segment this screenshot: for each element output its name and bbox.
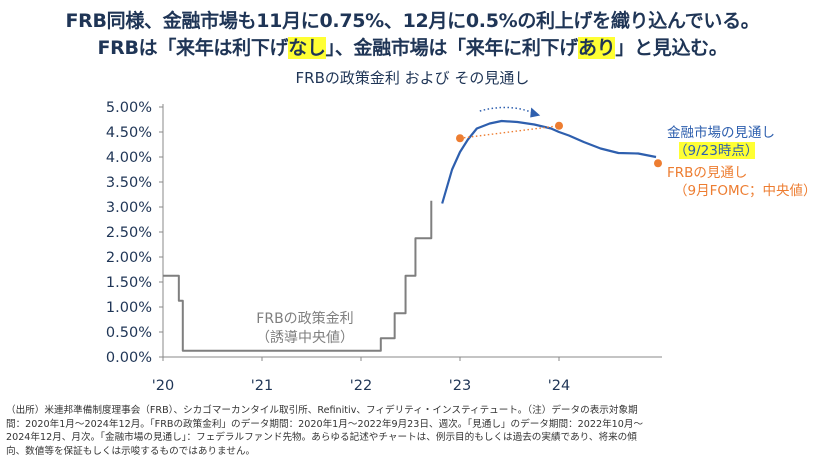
x-tick-label: '23 xyxy=(449,378,471,394)
market-outlook-date-label: （9/23時点） xyxy=(674,143,758,159)
market-outlook-arrowhead xyxy=(530,107,541,118)
market-outlook-label: 金融市場の見通し xyxy=(667,124,775,141)
y-axis-ticks: 0.00% 0.50% 1.00% 1.50% 2.00% 2.50% 3.00% 3.50%… xyxy=(106,100,163,366)
y-tick-label: 1.00% xyxy=(106,300,152,316)
fomc-markers xyxy=(456,121,662,168)
fomc-outlook-label: FRBの見通し xyxy=(667,165,747,181)
y-tick-label: 0.50% xyxy=(106,325,152,341)
fomc-outlook-sublabel: （9月FOMC；中央値） xyxy=(674,183,817,199)
policy-rate-label: FRBの政策金利 xyxy=(256,310,353,327)
x-tick-label: '22 xyxy=(350,378,372,394)
policy-rate-chart: 0.00% 0.50% 1.00% 1.50% 2.00% 2.50% 3.00% 3.50%… xyxy=(106,100,817,394)
y-tick-label: 0.00% xyxy=(106,350,152,366)
x-tick-label: '21 xyxy=(251,378,273,394)
fomc-outlook-point xyxy=(555,121,563,130)
headline-line-1: FRB同様、金融市場も11月に0.75%、12月に0.5%の利上げを織り込んでい… xyxy=(0,6,825,33)
highlight-ari: あり xyxy=(577,37,616,59)
footnote-line-1: （出所）米連邦準備制度理事会（FRB）、シカゴマーカンタイル取引所、Refini… xyxy=(6,405,638,416)
x-tick-label: '20 xyxy=(152,378,174,394)
y-tick-label: 2.50% xyxy=(106,225,152,241)
policy-rate-line xyxy=(163,200,433,352)
y-tick-label: 4.00% xyxy=(106,150,152,166)
headline-text-2a: FRBは「来年は利下げ xyxy=(97,37,289,59)
highlight-nashi: なし xyxy=(288,37,326,59)
footnote-line-4: 向、数値等を保証もしくは示唆するものではありません。 xyxy=(6,445,256,457)
footnote-line-2: 間：2020年1月～2024年12月。「FRBの政策金利」のデータ期間：2020… xyxy=(6,418,644,430)
x-tick-label: '24 xyxy=(548,378,570,394)
chart-series xyxy=(163,119,657,352)
y-tick-label: 3.50% xyxy=(106,175,152,191)
market-outlook-line xyxy=(441,119,657,204)
x-axis-ticks: '20 '21 '22 '23 '24 xyxy=(152,357,570,394)
y-tick-label: 2.00% xyxy=(106,250,152,266)
y-tick-label: 5.00% xyxy=(106,100,152,116)
y-tick-label: 1.50% xyxy=(106,275,152,291)
headline-text-2e: 」と見込む。 xyxy=(615,37,728,59)
y-tick-label: 3.00% xyxy=(106,200,152,216)
footnote: （出所）米連邦準備制度理事会（FRB）、シカゴマーカンタイル取引所、Refini… xyxy=(6,404,820,458)
headline-text-1: FRB同様、金融市場も11月に0.75%、12月に0.5%の利上げを織り込んでい… xyxy=(65,10,760,32)
chart-axes xyxy=(162,104,662,358)
headline-text-2c: 」、金融市場は「来年に利下げ xyxy=(325,37,579,59)
chart-annotations: FRBの政策金利 （誘導中央値） 金融市場の見通し （9/23時点） FRBの見… xyxy=(256,106,817,346)
fomc-outlook-dotted-link xyxy=(459,125,560,139)
policy-rate-sublabel: （誘導中央値） xyxy=(256,330,354,346)
market-outlook-arrow-path xyxy=(479,106,534,114)
fomc-outlook-point xyxy=(654,159,662,168)
headline-line-2: FRBは「来年は利下げなし」、金融市場は「来年に利下げあり」と見込む。 xyxy=(0,33,825,60)
chart-title: FRBの政策金利 および その見通し xyxy=(295,69,530,87)
footnote-line-3: 2024年12月、月次。「金融市場の見通し」：フェデラルファンド先物。あらゆる記… xyxy=(6,432,637,443)
y-tick-label: 4.50% xyxy=(106,125,152,141)
market-outlook-date-highlight xyxy=(679,142,755,159)
